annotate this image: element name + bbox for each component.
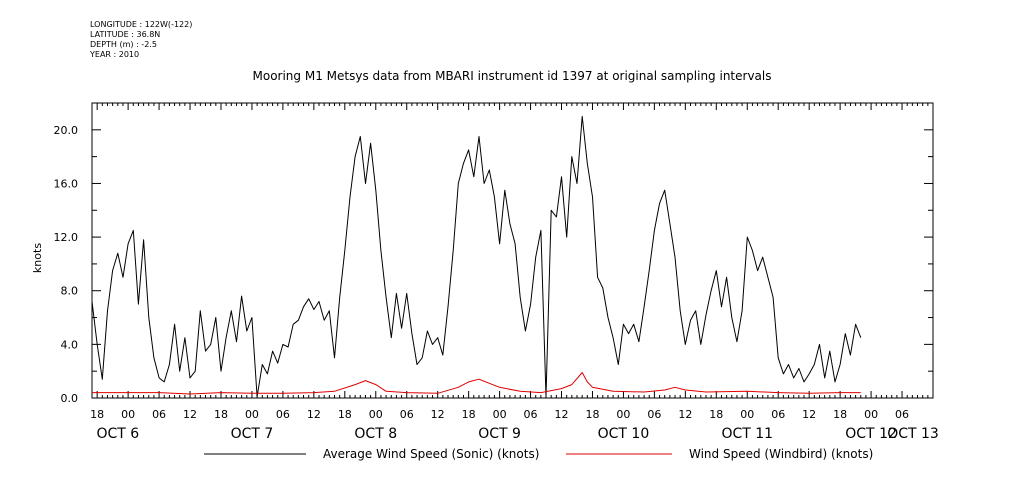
x-axis: 18 00 06 12 18 00 06 12 18 00 06 12 18 00 06 12 18 00 06 12… — [90, 408, 939, 442]
x-tick-label: 00 — [864, 408, 878, 421]
x-tick-label: 00 — [616, 408, 630, 421]
x-tick-label: 18 — [462, 408, 476, 421]
y-tick-label: 0.0 — [61, 392, 79, 405]
series-line-sonic — [91, 115, 862, 398]
chart-title: Mooring M1 Metsys data from MBARI instru… — [253, 69, 772, 83]
x-tick-label: 18 — [338, 408, 352, 421]
x-tick-label: 12 — [678, 408, 692, 421]
date-label: OCT 7 — [231, 426, 274, 442]
legend-label-sonic: Average Wind Speed (Sonic) (knots) — [323, 447, 539, 461]
latitude-text: LATITUDE : 36.8N — [90, 30, 161, 39]
x-tick-label: 18 — [90, 408, 104, 421]
x-tick-label: 00 — [493, 408, 507, 421]
legend: Average Wind Speed (Sonic) (knots) Wind S… — [204, 447, 873, 461]
date-label: OCT 13 — [887, 426, 939, 442]
series-line-windbird — [92, 372, 861, 395]
y-axis-label: knots — [31, 243, 44, 273]
date-label: OCT 11 — [721, 426, 773, 442]
date-label: OCT 10 — [598, 426, 650, 442]
x-tick-label: 00 — [369, 408, 383, 421]
x-tick-label: 18 — [833, 408, 847, 421]
x-tick-label: 18 — [709, 408, 723, 421]
y-tick-label: 16.0 — [54, 177, 79, 190]
legend-label-windbird: Wind Speed (Windbird) (knots) — [689, 447, 873, 461]
x-tick-label: 00 — [121, 408, 135, 421]
location-metadata: LONGITUDE : 122W(-122) LATITUDE : 36.8N … — [90, 20, 192, 60]
x-tick-label: 06 — [771, 408, 785, 421]
x-tick-label: 18 — [214, 408, 228, 421]
x-tick-label: 00 — [740, 408, 754, 421]
date-label: OCT 6 — [96, 426, 139, 442]
year-text: YEAR : 2010 — [90, 50, 140, 59]
x-tick-label: 12 — [802, 408, 816, 421]
series-group — [91, 115, 862, 398]
x-tick-label: 12 — [431, 408, 445, 421]
x-tick-label: 00 — [245, 408, 259, 421]
y-tick-label: 12.0 — [54, 231, 79, 244]
plot-border — [91, 102, 934, 399]
y-axis: 0.0 4.0 8.0 12.0 16.0 20.0 — [54, 124, 79, 405]
x-tick-label: 06 — [895, 408, 909, 421]
y-tick-label: 20.0 — [54, 124, 79, 137]
x-tick-label: 12 — [307, 408, 321, 421]
date-label: OCT 9 — [478, 426, 521, 442]
date-label: OCT 8 — [354, 426, 397, 442]
x-tick-label: 06 — [647, 408, 661, 421]
x-tick-label: 06 — [400, 408, 414, 421]
x-tick-label: 06 — [524, 408, 538, 421]
x-tick-label: 18 — [585, 408, 599, 421]
x-tick-label: 06 — [276, 408, 290, 421]
depth-text: DEPTH (m) : -2.5 — [90, 40, 157, 49]
y-tick-label: 4.0 — [61, 338, 79, 351]
x-tick-label: 12 — [183, 408, 197, 421]
x-tick-label: 06 — [152, 408, 166, 421]
date-label: OCT 12 — [845, 426, 897, 442]
plot-frame — [91, 102, 934, 399]
y-tick-label: 8.0 — [61, 285, 79, 298]
x-tick-label: 12 — [555, 408, 569, 421]
longitude-text: LONGITUDE : 122W(-122) — [90, 20, 193, 29]
